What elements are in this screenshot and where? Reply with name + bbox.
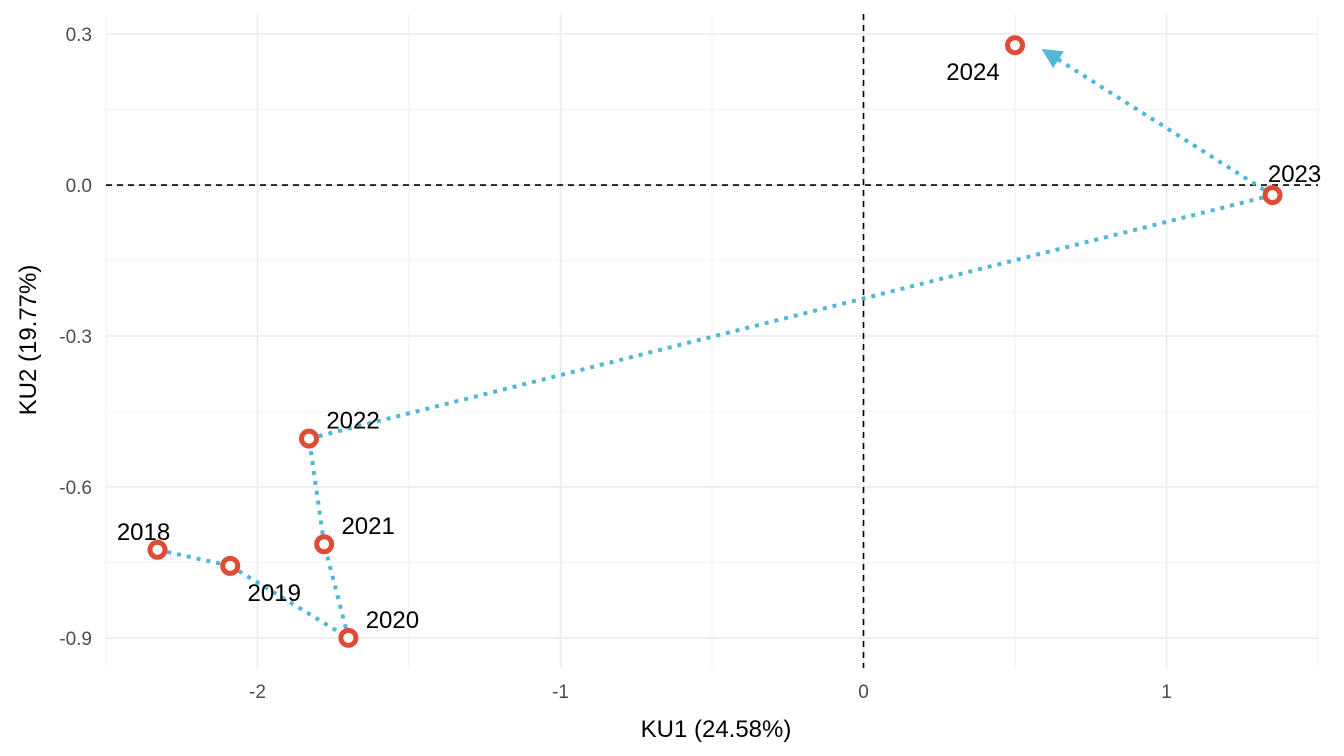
point-marker (299, 428, 320, 449)
y-axis-title: KU2 (19.77%) (15, 265, 42, 416)
point-label: 2024 (946, 59, 999, 86)
grid-minor (105, 14, 1319, 668)
y-tick-label: -0.3 (59, 327, 92, 348)
y-tick-labels: 0.3 0.0 -0.3 -0.6 -0.9 (59, 25, 92, 650)
y-tick-label: 0.3 (66, 25, 92, 46)
point-marker (147, 539, 168, 560)
path-segment (1041, 49, 1274, 197)
points (147, 35, 1283, 648)
trajectory-path (157, 49, 1274, 640)
y-tick-label: -0.9 (59, 629, 92, 650)
x-tick-label: 0 (858, 682, 869, 703)
point-label: 2018 (117, 519, 170, 546)
point-label: 2021 (341, 513, 394, 540)
x-axis-title: KU1 (24.58%) (641, 716, 792, 743)
point-label: 2019 (248, 580, 301, 607)
path-segment (322, 543, 351, 639)
point-marker (314, 534, 335, 555)
x-tick-label: -1 (552, 682, 569, 703)
point-marker (220, 555, 241, 576)
path-segment (308, 193, 1274, 441)
path-segment (307, 438, 327, 545)
point-marker (1005, 35, 1025, 56)
point-labels: 2018 2019 2020 2021 2022 2023 2024 (117, 59, 1321, 634)
y-tick-label: 0.0 (66, 176, 92, 197)
point-marker (338, 627, 359, 648)
point-marker (1262, 185, 1283, 206)
y-tick-label: -0.6 (59, 478, 92, 499)
point-label: 2023 (1268, 161, 1321, 188)
x-tick-label: 1 (1161, 682, 1172, 703)
path-segment (157, 547, 231, 568)
grid-major (106, 14, 1318, 668)
x-tick-label: -2 (249, 682, 266, 703)
path-segment (229, 564, 350, 640)
reference-lines (106, 14, 1318, 668)
point-label: 2022 (326, 408, 379, 435)
x-tick-labels: -2 -1 0 1 (249, 682, 1172, 703)
point-label: 2020 (366, 607, 419, 634)
